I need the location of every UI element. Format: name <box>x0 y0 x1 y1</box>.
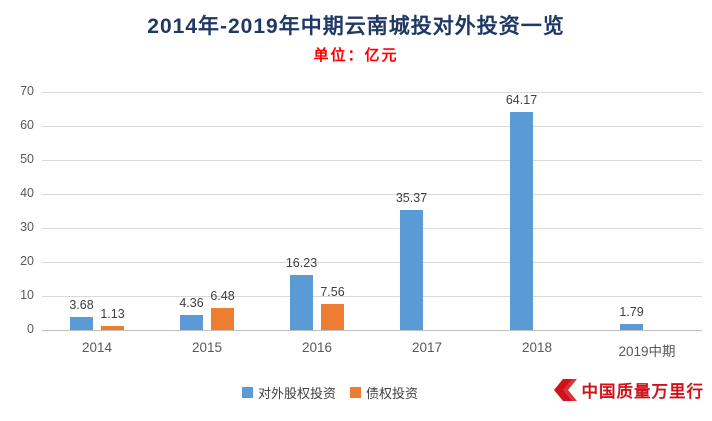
y-tick-label: 50 <box>20 152 34 166</box>
bar-value-label: 64.17 <box>505 92 538 107</box>
y-tick-label: 40 <box>20 186 34 200</box>
y-tick-label: 20 <box>20 254 34 268</box>
brand-watermark: 中国质量万里行 <box>553 378 705 402</box>
bar-债权投资-2015 <box>211 307 234 330</box>
x-tick-label: 2016 <box>301 340 333 355</box>
bar-value-label: 4.36 <box>179 296 204 311</box>
gridline <box>42 160 702 161</box>
chart-title: 2014年-2019年中期云南城投对外投资一览 <box>147 15 565 38</box>
bar-债权投资-2014 <box>101 326 124 330</box>
legend: 对外股权投资 债权投资 <box>0 383 660 402</box>
bar-对外股权投资-2016 <box>290 274 313 330</box>
plot-area: 0 10 20 30 40 50 60 70 2014 3.68 1.13 2015 4.36 6.48 2… <box>0 84 712 366</box>
bar-value-label: 35.37 <box>395 190 428 205</box>
x-tick-label: 2017 <box>411 340 443 355</box>
bar-对外股权投资-2019中期 <box>620 323 643 330</box>
bar-value-label: 7.56 <box>320 285 345 300</box>
bar-value-label: 6.48 <box>210 288 235 303</box>
gridline <box>42 262 702 263</box>
bar-对外股权投资-2014 <box>70 317 93 330</box>
legend-swatch <box>241 387 253 398</box>
y-tick-label: 30 <box>20 220 34 234</box>
bar-value-label: 1.13 <box>100 307 125 322</box>
x-axis-line <box>42 330 702 331</box>
bar-对外股权投资-2018 <box>510 111 533 330</box>
chart-subtitle: 单位：亿元 <box>313 47 399 64</box>
x-tick-label: 2014 <box>81 340 113 355</box>
gridline <box>42 228 702 229</box>
bar-value-label: 16.23 <box>285 255 318 270</box>
brand-icon <box>553 379 578 401</box>
gridline <box>42 194 702 195</box>
x-tick-label: 2018 <box>521 340 553 355</box>
legend-label: 债权投资 <box>366 386 419 401</box>
bar-对外股权投资-2015 <box>180 315 203 330</box>
x-tick-label: 2019中期 <box>618 344 676 359</box>
y-tick-label: 0 <box>27 322 34 336</box>
bar-对外股权投资-2017 <box>400 209 423 330</box>
bar-债权投资-2016 <box>321 304 344 330</box>
legend-item: 对外股权投资 <box>241 383 336 402</box>
y-tick-label: 10 <box>20 288 34 302</box>
gridline <box>42 126 702 127</box>
legend-label: 对外股权投资 <box>257 386 336 401</box>
gridline <box>42 92 702 93</box>
bar-value-label: 1.79 <box>619 304 644 319</box>
y-tick-label: 70 <box>20 84 34 98</box>
legend-item: 债权投资 <box>350 383 418 402</box>
brand-text: 中国质量万里行 <box>581 383 704 401</box>
gridline <box>42 296 702 297</box>
legend-swatch <box>350 387 361 398</box>
y-tick-label: 60 <box>20 118 34 132</box>
x-tick-label: 2015 <box>191 340 223 355</box>
bar-value-label: 3.68 <box>69 298 94 313</box>
